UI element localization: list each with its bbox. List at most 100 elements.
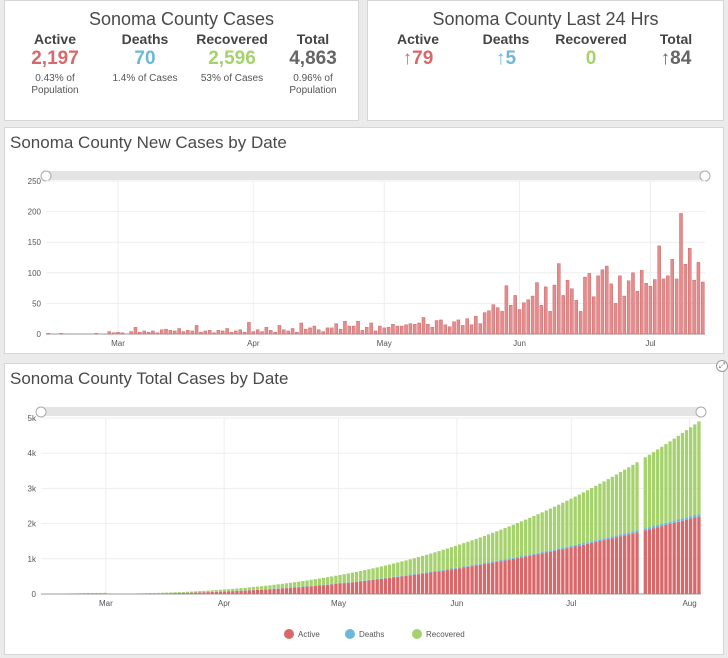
recovered-bar — [218, 589, 223, 592]
recovered-bar — [251, 587, 256, 590]
active-bar — [309, 586, 313, 594]
deaths-bar — [524, 555, 528, 557]
new-case-bar — [378, 325, 382, 335]
recovered-bar — [400, 561, 404, 576]
recovered-bar — [231, 588, 235, 591]
recovered-bar — [445, 548, 449, 570]
recovered-bar — [441, 549, 445, 570]
deaths-bar — [614, 535, 619, 538]
deaths-bar — [680, 518, 685, 521]
active-bar — [330, 584, 334, 594]
active-bar — [441, 570, 445, 594]
deaths-bar — [519, 556, 524, 558]
active-bar — [437, 571, 441, 594]
new-case-bar — [207, 330, 212, 335]
new-case-bar — [478, 323, 482, 335]
deaths-label: Deaths — [121, 31, 169, 47]
cases-title: Sonoma County Cases — [88, 9, 275, 29]
new-case-bar — [242, 331, 247, 335]
recovered-bar — [482, 535, 487, 563]
last24-stat-row: Active ↑79 Deaths ↑5 Recovered 0 Total ↑… — [368, 31, 723, 111]
active-bar — [227, 591, 231, 594]
active-bar — [260, 589, 264, 594]
active-bar — [235, 590, 239, 594]
recovered-bar — [693, 424, 697, 516]
deaths-bar — [396, 576, 400, 577]
deaths-bar — [486, 562, 491, 564]
deaths-bar — [449, 568, 454, 570]
deaths-bar — [552, 549, 557, 551]
active-bar — [507, 559, 511, 594]
expand-icon[interactable]: ⤢ — [716, 360, 728, 372]
active-bar — [173, 593, 177, 594]
recovered-bar — [354, 571, 359, 582]
deaths-bar — [416, 573, 421, 575]
new-case-bar — [447, 326, 452, 335]
recovered-bar — [532, 516, 536, 554]
recovered-bar — [466, 541, 470, 566]
recovered-bar — [210, 590, 214, 592]
recovered-bar — [194, 591, 198, 593]
new-case-bar — [59, 333, 64, 335]
deaths-bar — [458, 567, 462, 569]
recovered-bar — [478, 537, 482, 564]
x-tick-label: Aug — [682, 599, 696, 608]
new-case-bar — [653, 279, 657, 335]
active-bar — [680, 520, 685, 594]
new-case-bar — [111, 332, 116, 335]
active-bar — [598, 541, 602, 594]
deaths-bar — [668, 521, 672, 524]
new-case-bar — [142, 330, 146, 335]
new-case-bar — [696, 262, 701, 335]
recovered-label: Recovered — [196, 31, 268, 47]
new-case-bar — [260, 331, 264, 335]
total-sub2: Population — [289, 85, 337, 96]
recovered-bar — [235, 588, 239, 591]
recovered-bar — [627, 467, 631, 533]
active-bar — [177, 592, 181, 594]
active-bar — [557, 549, 561, 594]
new-case-bar — [465, 318, 469, 335]
deaths-bar — [478, 563, 482, 565]
active-bar — [429, 572, 433, 594]
recovered-bar — [602, 481, 606, 539]
deaths-bar — [346, 582, 350, 583]
active-bar — [350, 582, 355, 594]
new-case-bar — [203, 330, 208, 335]
new-case-bar — [491, 304, 496, 335]
active-bar — [433, 571, 437, 594]
active-bar — [499, 561, 503, 594]
recovered-bar — [177, 592, 181, 593]
recovered-bar — [255, 586, 260, 590]
x-tick-label: Jun — [513, 339, 526, 348]
active-bar — [561, 549, 565, 594]
recovered-bar — [297, 581, 301, 587]
deaths-bar — [375, 578, 379, 580]
deaths-bar — [425, 572, 429, 574]
active-bar — [396, 576, 400, 594]
recovered-bar — [338, 574, 342, 584]
active-bar — [610, 538, 614, 594]
last24-recovered-value: 0 — [585, 48, 597, 69]
deaths-bar — [627, 532, 631, 535]
deaths-bar — [400, 575, 404, 577]
deaths-bar — [429, 571, 433, 573]
new-case-bar — [299, 322, 304, 335]
recovered-bar — [309, 579, 313, 586]
recovered-bar — [321, 577, 326, 585]
new-case-bar — [325, 327, 330, 335]
new-case-bar — [238, 329, 242, 335]
recovered-bar — [313, 579, 317, 586]
active-stat: Active 2,197 0.43% of Population — [10, 31, 100, 97]
active-bar — [185, 592, 190, 594]
active-bar — [297, 587, 301, 594]
new-case-bar — [513, 295, 517, 335]
new-case-bar — [609, 283, 613, 335]
recovered-bar — [433, 552, 437, 572]
active-bar — [635, 532, 639, 594]
active-bar — [383, 578, 388, 594]
new-case-bar — [661, 278, 666, 335]
new-case-bar — [282, 329, 286, 335]
recovered-bar — [383, 565, 388, 578]
active-bar — [387, 577, 392, 594]
